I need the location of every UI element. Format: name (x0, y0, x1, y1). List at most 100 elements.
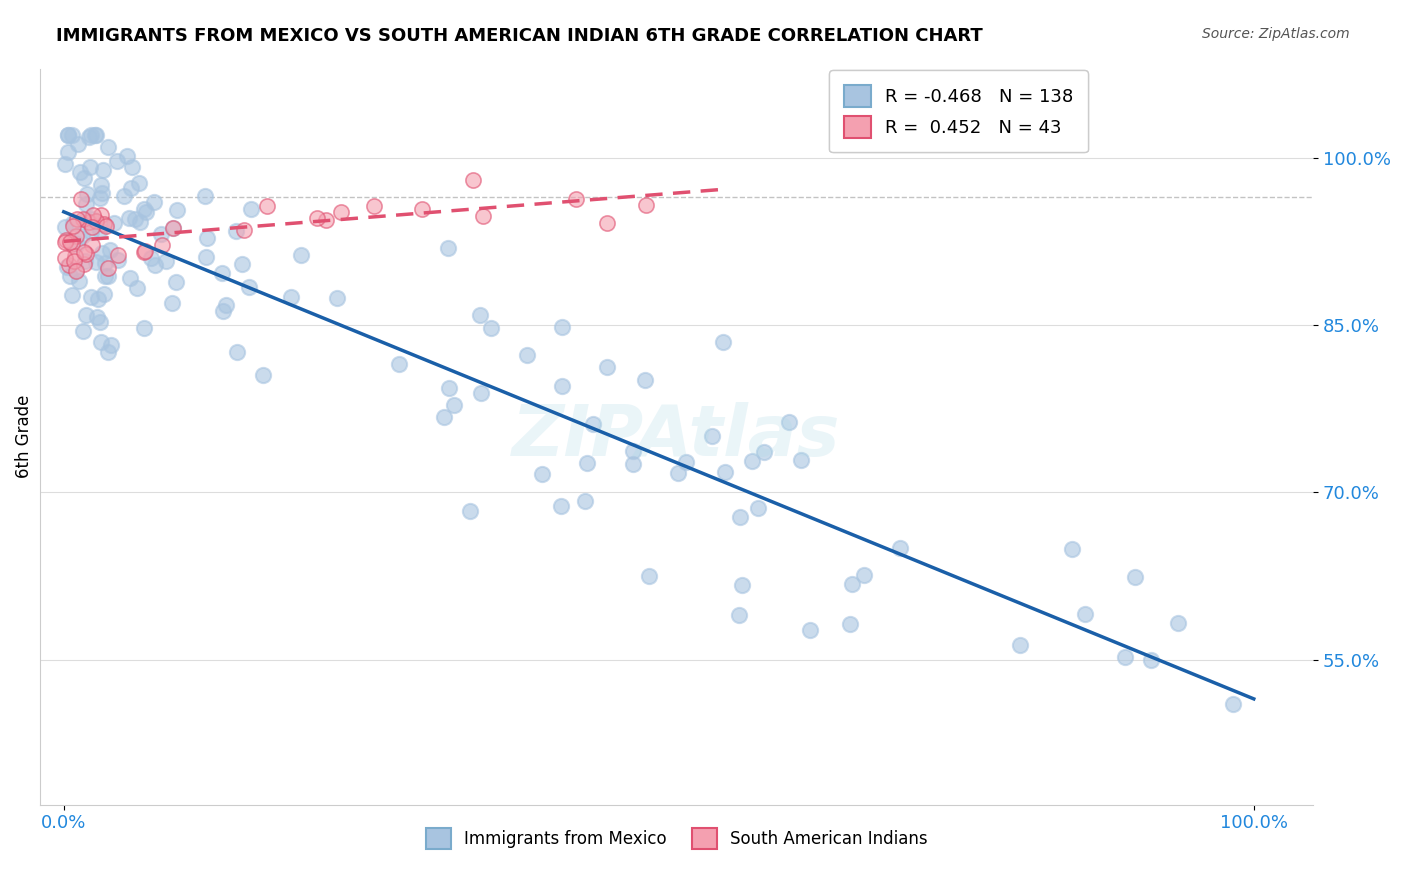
Point (315, 212, 337, 227)
Point (132, 244, 155, 259)
Point (135, 205, 157, 219)
Point (87, 293, 110, 307)
Point (73, 257, 96, 271)
Point (238, 279, 260, 293)
Point (93, 217, 115, 231)
Point (66, 236, 89, 251)
Point (1008, 638, 1031, 652)
Text: Source: ZipAtlas.com: Source: ZipAtlas.com (1202, 27, 1350, 41)
Point (84, 214, 107, 228)
Point (162, 221, 184, 235)
Point (433, 409, 456, 424)
Point (90, 186, 112, 200)
Point (211, 266, 233, 280)
Point (1167, 616, 1189, 631)
Point (53, 220, 76, 235)
Point (516, 348, 538, 362)
Point (143, 258, 166, 272)
Point (127, 281, 149, 295)
Point (853, 568, 876, 582)
Point (531, 467, 554, 481)
Point (72, 229, 94, 244)
Point (215, 298, 238, 312)
Point (72, 324, 94, 338)
Point (94, 256, 117, 270)
Point (80, 219, 103, 234)
Point (53, 157, 76, 171)
Point (58, 128, 80, 143)
Point (212, 303, 235, 318)
Point (97, 261, 120, 276)
Point (82, 212, 104, 227)
Point (77, 215, 100, 229)
Point (121, 161, 143, 175)
Point (117, 149, 139, 163)
Point (305, 211, 328, 225)
Point (437, 381, 460, 395)
Point (195, 250, 218, 264)
Point (60, 128, 83, 143)
Point (290, 247, 312, 261)
Point (889, 541, 911, 556)
Point (747, 501, 769, 516)
Point (231, 256, 253, 270)
Point (97, 139, 120, 153)
Point (77, 129, 100, 144)
Point (789, 453, 811, 467)
Point (240, 202, 263, 216)
Point (550, 499, 572, 513)
Point (105, 153, 128, 168)
Point (93, 287, 115, 301)
Point (1073, 607, 1095, 621)
Point (675, 455, 697, 469)
Point (80, 128, 103, 143)
Point (128, 177, 150, 191)
Point (388, 357, 411, 371)
Point (107, 253, 129, 268)
Point (621, 444, 644, 458)
Point (66, 211, 89, 226)
Point (841, 577, 863, 591)
Point (634, 373, 657, 387)
Point (799, 623, 821, 637)
Point (53, 235, 76, 249)
Point (1062, 542, 1084, 557)
Point (56, 145, 79, 159)
Point (65, 262, 87, 277)
Point (89, 223, 111, 237)
Point (107, 248, 129, 262)
Point (634, 198, 657, 212)
Point (134, 202, 156, 216)
Point (97, 268, 120, 283)
Point (66, 136, 89, 151)
Point (75, 308, 97, 322)
Point (714, 465, 737, 479)
Point (551, 379, 574, 393)
Point (149, 227, 172, 242)
Point (443, 398, 465, 412)
Point (666, 466, 689, 480)
Point (75, 213, 97, 227)
Point (98, 244, 121, 258)
Point (472, 209, 495, 223)
Point (139, 251, 162, 265)
Point (574, 493, 596, 508)
Point (90, 208, 112, 222)
Point (458, 504, 481, 518)
Point (56, 260, 79, 274)
Point (58, 128, 80, 143)
Point (97, 344, 120, 359)
Point (463, 173, 485, 187)
Point (329, 205, 352, 219)
Point (194, 189, 217, 203)
Point (142, 195, 165, 210)
Point (75, 197, 97, 211)
Point (596, 216, 619, 230)
Point (437, 241, 460, 255)
Point (470, 386, 492, 401)
Point (73, 254, 96, 268)
Point (118, 270, 141, 285)
Point (79, 160, 101, 174)
Point (638, 569, 661, 583)
Point (150, 237, 173, 252)
